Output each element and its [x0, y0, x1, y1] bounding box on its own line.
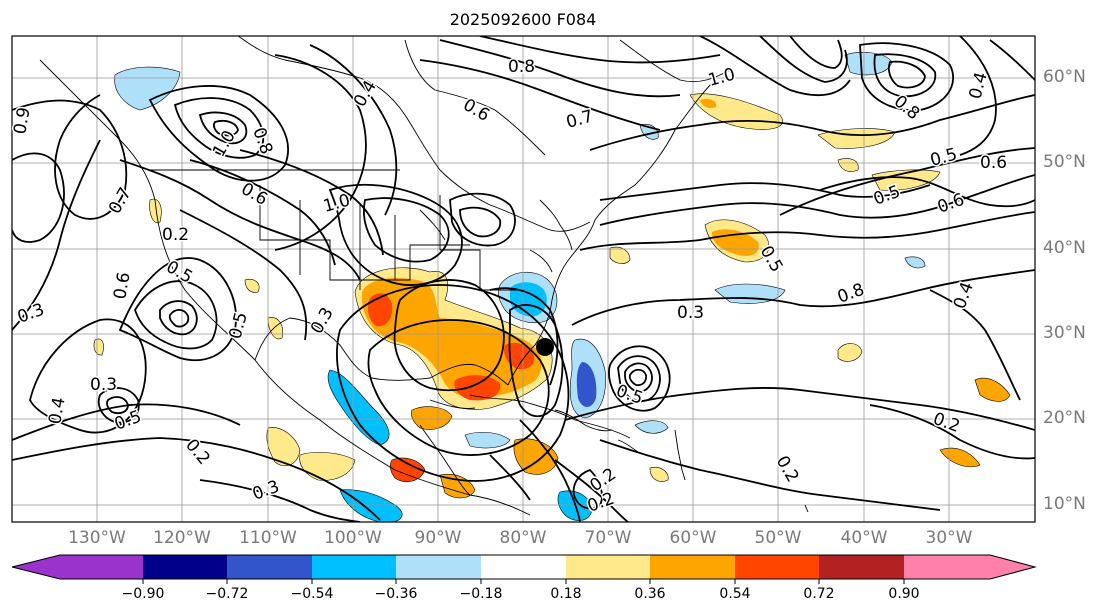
- lon-label: 110°W: [239, 528, 297, 548]
- colorbar-tick-label: −0.72: [205, 586, 249, 602]
- lat-label: 50°N: [1043, 152, 1086, 172]
- lon-label: 50°W: [754, 528, 802, 548]
- colorbar-tick-label: 0.36: [634, 586, 666, 602]
- anomaly-positive: [871, 169, 941, 191]
- colorbar-cell: [566, 555, 650, 579]
- lon-label: 120°W: [153, 528, 211, 548]
- lon-label: 90°W: [414, 528, 462, 548]
- colorbar-cell: [735, 555, 819, 579]
- colorbar-cell: [227, 555, 312, 579]
- anomaly-negative: [339, 489, 403, 522]
- lat-label: 60°N: [1043, 67, 1086, 87]
- colorbar: [11, 554, 1037, 584]
- anomaly-negative: [904, 256, 926, 269]
- colorbar-tick-label: 0.72: [803, 586, 835, 602]
- colorbar-cell: [396, 555, 481, 579]
- colorbar-cell: [12, 555, 143, 579]
- lat-label: 30°N: [1043, 323, 1086, 343]
- colorbar-tick-label: 0.90: [888, 586, 920, 602]
- colorbar-cell: [650, 555, 735, 579]
- anomaly-positive: [837, 343, 863, 362]
- anomaly-positive: [149, 198, 162, 224]
- anomaly-positive: [390, 457, 426, 483]
- contour-label: 0.3: [90, 375, 117, 395]
- lon-label: 30°W: [925, 528, 973, 548]
- colorbar-tick-label: −0.90: [121, 586, 165, 602]
- anomaly-negative: [464, 431, 511, 449]
- lon-label: 40°W: [840, 528, 888, 548]
- contour-lines: [12, 36, 1035, 522]
- anomaly-positive: [267, 317, 283, 340]
- anomaly-positive: [649, 467, 669, 482]
- colorbar-cell: [143, 555, 227, 579]
- colorbar-tick-label: −0.54: [290, 586, 334, 602]
- lat-label: 40°N: [1043, 238, 1086, 258]
- contour-label: 0.6: [110, 271, 134, 301]
- lon-label: 70°W: [584, 528, 632, 548]
- colorbar-tick-label: 0.18: [550, 586, 582, 602]
- chart-title: 2025092600 F084: [449, 10, 597, 29]
- lon-label: 60°W: [669, 528, 717, 548]
- contour-label: 0.3: [677, 303, 704, 323]
- anomaly-positive: [700, 98, 717, 109]
- colorbar-cell: [481, 555, 566, 579]
- colorbar-cell: [904, 555, 1035, 579]
- contour-label: 0.4: [45, 396, 69, 426]
- lon-label: 130°W: [68, 528, 126, 548]
- anomaly-positive: [244, 279, 260, 293]
- storm-center-marker: [536, 338, 554, 356]
- contour-label: 0.6: [980, 153, 1007, 173]
- anomaly-negative: [576, 362, 597, 407]
- colorbar-cell: [819, 555, 904, 579]
- anomaly-positive: [609, 246, 631, 264]
- colorbar-tick-label: −0.18: [459, 586, 503, 602]
- contour-label: 0.8: [508, 57, 535, 77]
- colorbar-tick-label: −0.36: [374, 586, 418, 602]
- anomaly-positive: [939, 447, 981, 468]
- anomaly-negative: [634, 420, 669, 434]
- colorbar-tick-label: 0.54: [719, 586, 751, 602]
- lon-label: 100°W: [324, 528, 382, 548]
- anomaly-positive: [368, 293, 393, 327]
- anomaly-positive: [504, 342, 535, 370]
- anomaly-positive: [837, 158, 859, 172]
- anomaly-positive: [454, 375, 501, 401]
- contour-label: 0.2: [162, 225, 189, 245]
- lat-label: 20°N: [1043, 408, 1086, 428]
- lon-label: 80°W: [499, 528, 547, 548]
- lat-label: 10°N: [1043, 494, 1086, 514]
- anomaly-positive: [974, 377, 1011, 402]
- colorbar-cell: [312, 555, 396, 579]
- anomaly-positive: [93, 338, 104, 356]
